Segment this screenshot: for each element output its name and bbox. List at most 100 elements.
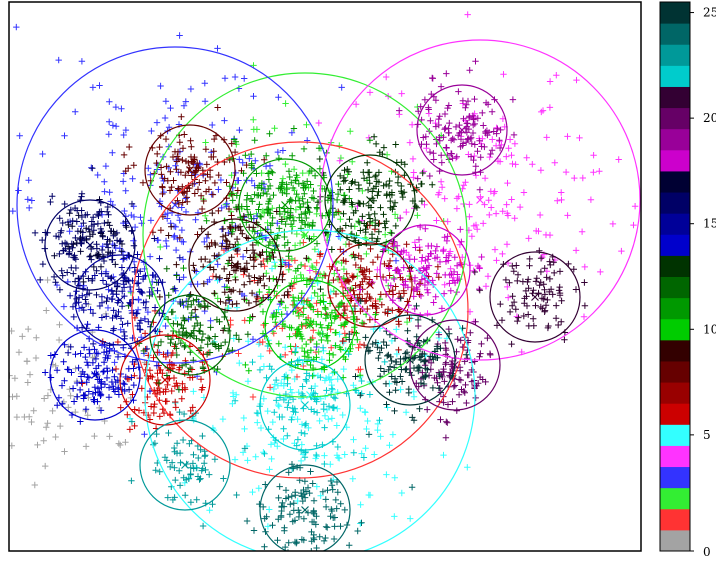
data-point [398,90,405,97]
data-point [375,178,383,186]
data-point [156,468,163,475]
data-point [173,261,180,268]
data-point [145,318,152,325]
cluster-19-circle [416,84,508,176]
data-point [60,303,68,310]
data-point [550,259,557,266]
data-point [441,126,448,133]
data-point [350,273,357,280]
cluster-14-center-marker [91,371,99,379]
data-point [356,372,364,379]
data-point [578,228,586,235]
data-point [537,255,545,262]
data-point [216,318,223,325]
data-point [341,167,348,174]
data-point [487,188,494,195]
data-point [71,278,79,285]
data-point [294,265,301,272]
data-point [250,116,257,123]
data-point [187,314,195,321]
data-point [320,553,326,559]
data-point [288,179,295,186]
colorbar-swatch [660,234,690,256]
data-point [106,433,113,440]
data-point [236,156,243,163]
data-point [334,389,341,396]
data-point [176,408,183,416]
data-point [209,209,216,217]
data-point [390,274,397,281]
data-point [203,217,210,224]
data-point [272,319,279,326]
data-point [219,225,227,233]
cluster-7-center-marker [366,281,374,289]
data-point [386,363,394,370]
data-point [110,325,117,332]
data-point [264,523,272,530]
colorbar-swatch [660,360,690,383]
data-point [372,339,379,346]
data-point [233,235,241,243]
data-point [206,276,213,283]
data-point [460,182,467,189]
data-point [98,299,106,306]
data-point [232,276,239,284]
data-point [298,492,305,500]
data-point [317,374,324,381]
data-point [440,451,447,459]
data-point [477,350,484,357]
data-point [298,390,306,398]
data-point [73,218,80,225]
data-point [360,341,368,349]
data-point [106,118,113,125]
data-point [291,301,298,309]
data-point [328,246,335,253]
data-point [321,412,329,419]
data-point [296,328,303,335]
data-point [55,56,62,64]
data-point [324,197,332,204]
data-point [79,292,86,299]
colorbar-tick-label: 25 [703,6,716,20]
data-point [289,152,296,159]
data-point [508,196,515,203]
data-point [153,362,161,369]
data-point [412,203,420,210]
data-point [464,355,471,362]
data-point [203,351,211,358]
data-point [66,228,73,235]
data-point [229,400,236,407]
data-point [104,304,112,312]
data-point [228,140,235,147]
data-point [243,196,250,204]
data-point [345,351,352,358]
data-point [546,104,554,111]
colorbar-swatch [660,2,690,24]
data-point [348,180,355,187]
colorbar-swatch [660,44,690,66]
data-point [282,351,289,359]
data-point [424,289,432,296]
data-point [214,104,221,111]
data-point [161,114,169,122]
data-point [105,131,112,138]
cluster-2-circle [142,72,468,398]
data-point [572,286,580,293]
data-point [436,113,443,120]
data-point [265,176,273,183]
data-point [198,336,206,343]
data-point [385,265,393,272]
data-point [275,494,282,502]
cluster-5-circle [144,229,476,551]
data-point [526,255,533,263]
data-point [275,403,283,410]
data-point [208,153,215,161]
colorbar-swatch [660,529,690,552]
data-point [308,194,316,201]
data-point [290,500,297,507]
data-point [101,178,108,185]
data-point [180,302,187,309]
data-point [311,172,319,179]
data-point [451,382,459,389]
data-point [185,475,192,482]
